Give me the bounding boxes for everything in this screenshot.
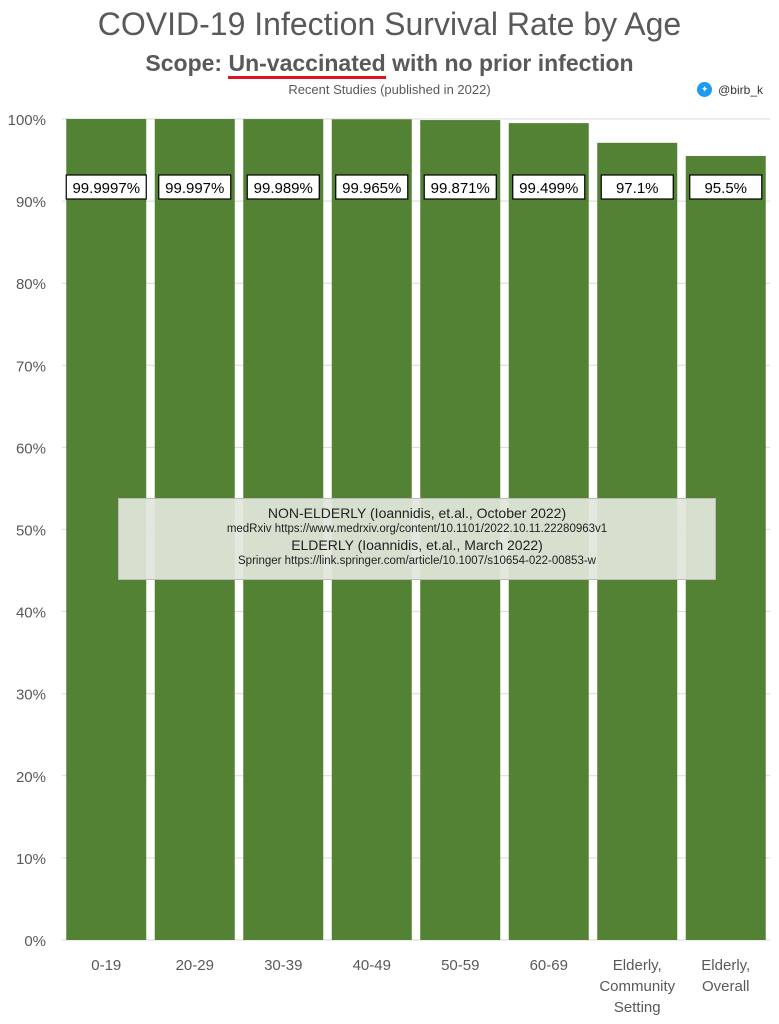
data-label-box (335, 174, 409, 200)
x-tick-label: 60-69 (530, 957, 568, 974)
data-label: 99.9997% (72, 180, 140, 197)
scope-emphasis: Un-vaccinated (228, 50, 386, 79)
x-tick-label: Overall (702, 978, 750, 995)
y-tick-label: 90% (16, 194, 46, 211)
x-tick-label: Community (599, 978, 675, 995)
y-tick-label: 50% (16, 523, 46, 540)
data-label-box (600, 174, 674, 200)
y-tick-label: 0% (24, 933, 46, 950)
source-line-1: NON-ELDERLY (Ioannidis, et.al., October … (267, 505, 567, 521)
chart-scope: Scope: Un-vaccinated with no prior infec… (0, 50, 779, 79)
chart-subtitle: Recent Studies (published in 2022) (288, 82, 491, 97)
data-label-box (65, 174, 147, 200)
scope-label: Scope: (145, 50, 223, 76)
x-tick-label: Elderly, (701, 957, 750, 974)
x-tick-label: Elderly, (613, 957, 662, 974)
y-tick-label: 80% (16, 276, 46, 293)
y-tick-label: 60% (16, 440, 46, 457)
data-label: 99.499% (519, 180, 578, 197)
x-tick-label: 20-29 (176, 957, 214, 974)
y-tick-label: 100% (8, 112, 46, 129)
data-label: 99.965% (342, 180, 401, 197)
y-tick-label: 20% (16, 769, 46, 786)
twitter-bird-icon: ✦ (697, 82, 713, 97)
data-label: 99.989% (254, 180, 313, 197)
sources-box: NON-ELDERLY (Ioannidis, et.al., October … (118, 498, 716, 580)
data-label: 99.871% (431, 180, 490, 197)
data-label: 99.997% (165, 180, 224, 197)
y-tick-label: 30% (16, 687, 46, 704)
twitter-handle: ✦ @birb_k (697, 82, 763, 97)
y-tick-label: 10% (16, 851, 46, 868)
data-label-box (512, 174, 586, 200)
x-tick-label: Setting (614, 999, 661, 1016)
data-label-box (158, 174, 232, 200)
x-tick-label: 0-19 (91, 957, 121, 974)
data-label: 97.1% (616, 180, 659, 197)
source-line-2: medRxiv https://www.medrxiv.org/content/… (226, 523, 608, 535)
data-label-box (689, 174, 763, 200)
data-label-box (423, 174, 497, 200)
scope-rest: with no prior infection (392, 50, 634, 76)
source-line-3: ELDERLY (Ioannidis, et.al., March 2022) (291, 537, 543, 553)
y-tick-label: 70% (16, 358, 46, 375)
source-line-4: Springer https://link.springer.com/artic… (238, 555, 596, 567)
data-label: 95.5% (704, 180, 747, 197)
x-tick-label: 30-39 (264, 957, 302, 974)
handle-text: @birb_k (718, 82, 763, 97)
x-tick-label: 40-49 (353, 957, 391, 974)
data-label-box (246, 174, 320, 200)
y-tick-label: 40% (16, 605, 46, 622)
x-tick-label: 50-59 (441, 957, 479, 974)
chart-title: COVID-19 Infection Survival Rate by Age (97, 6, 682, 42)
